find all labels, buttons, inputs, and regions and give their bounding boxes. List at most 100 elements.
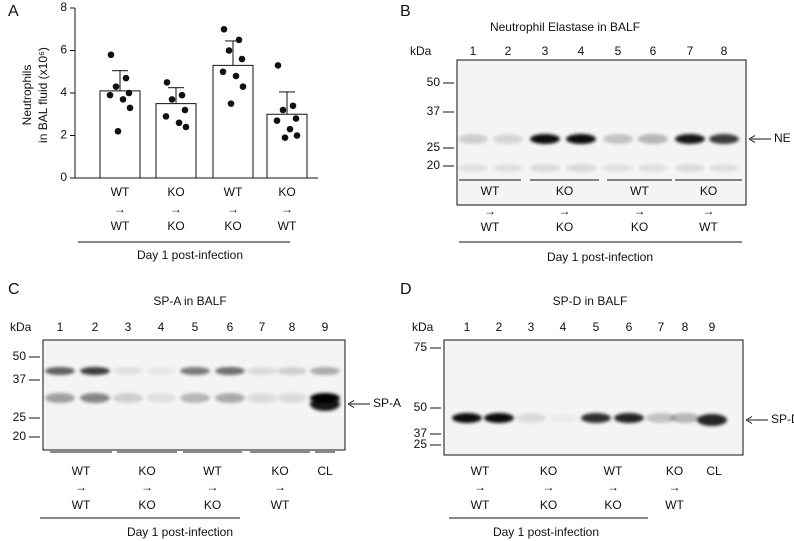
band [215, 367, 245, 375]
lane-number: 2 [505, 44, 512, 58]
data-point [181, 106, 189, 114]
blot-image [443, 339, 744, 456]
lane-number: 6 [227, 320, 234, 334]
band [530, 134, 560, 144]
lane-number: 4 [158, 320, 165, 334]
band [709, 164, 739, 172]
lane-number: 6 [626, 320, 633, 334]
x-tick-label: KO [278, 185, 295, 199]
band [646, 413, 676, 423]
lane-number: 7 [259, 320, 266, 334]
group-text: → [634, 204, 646, 218]
y-tick-label: 2 [60, 128, 67, 142]
band [247, 393, 277, 403]
group-text: KO [271, 464, 288, 478]
data-point [107, 51, 115, 59]
marker-label: 25 [13, 410, 27, 424]
blot-title: SP-D in BALF [553, 294, 628, 308]
group-text: WT [471, 498, 490, 512]
y-axis-label: in BAL fluid (x10⁶) [36, 47, 50, 143]
group-text: → [75, 480, 87, 494]
lane-number: 5 [615, 44, 622, 58]
marker-label: 37 [427, 104, 441, 118]
marker-label: 20 [13, 429, 27, 443]
lane-number: 2 [496, 320, 503, 334]
marker-label: 50 [13, 349, 27, 363]
data-point [175, 119, 183, 127]
band [310, 367, 340, 375]
unit-label: kDa [10, 320, 32, 334]
band [452, 413, 482, 423]
group-text: → [559, 204, 571, 218]
group-text: CL [706, 464, 722, 478]
x-tick-label: WT [111, 185, 130, 199]
data-point [162, 113, 170, 120]
data-point [279, 106, 287, 114]
data-point [225, 47, 233, 54]
band [146, 367, 176, 375]
band [180, 367, 210, 375]
band [146, 393, 176, 403]
band [548, 413, 578, 423]
marker-label: 25 [414, 437, 428, 451]
bar [266, 113, 308, 179]
band [614, 413, 644, 423]
band [675, 164, 705, 172]
lane-number: 3 [528, 320, 535, 334]
group-text: WT [471, 464, 490, 478]
arrow-head [745, 416, 753, 424]
group-label: Day 1 post-infection [127, 525, 233, 539]
data-point [289, 102, 297, 110]
arrow-head [748, 135, 756, 143]
x-tick-label: WT [224, 185, 243, 199]
group-text: WT [699, 220, 718, 234]
group-text: WT [72, 464, 91, 478]
lane-number: 8 [721, 44, 728, 58]
panel-label: D [400, 281, 412, 298]
y-tick-label: 4 [60, 85, 67, 99]
panel-label: A [8, 3, 19, 20]
data-point [239, 83, 247, 90]
band [516, 413, 546, 423]
group-label: Day 1 post-infection [547, 250, 653, 264]
band [80, 393, 110, 403]
blot-title: Neutrophil Elastase in BALF [490, 20, 640, 34]
group-text: → [703, 204, 715, 218]
group-text: → [474, 480, 486, 494]
group-text: WT [481, 184, 500, 198]
band [484, 413, 514, 423]
band [670, 413, 700, 423]
band [697, 414, 727, 426]
lane-number: 9 [322, 320, 329, 334]
group-text: → [607, 480, 619, 494]
data-point [119, 96, 127, 103]
marker-label: 75 [414, 340, 428, 354]
group-text: KO [204, 498, 221, 512]
data-point [126, 104, 134, 112]
x-tick-label: → [114, 202, 126, 216]
x-tick-label: → [170, 202, 182, 216]
band [638, 164, 668, 172]
lane-number: 2 [92, 320, 99, 334]
lane-number: 4 [578, 44, 585, 58]
lane-number: 5 [192, 320, 199, 334]
group-text: KO [138, 498, 155, 512]
band [458, 134, 488, 144]
group-text: WT [203, 464, 222, 478]
band [310, 397, 340, 411]
bar [212, 64, 254, 179]
y-tick-label: 0 [60, 170, 67, 184]
group-text: KO [604, 498, 621, 512]
x-tick-label: KO [167, 219, 184, 233]
group-text: KO [540, 464, 557, 478]
data-point [125, 89, 133, 97]
group-text: → [484, 204, 496, 218]
group-text: WT [630, 184, 649, 198]
band [113, 367, 143, 375]
marker-label: 25 [427, 140, 441, 154]
data-point [286, 125, 294, 133]
lane-number: 7 [687, 44, 694, 58]
group-text: WT [665, 498, 684, 512]
data-point [273, 117, 281, 124]
group-text: WT [271, 498, 290, 512]
